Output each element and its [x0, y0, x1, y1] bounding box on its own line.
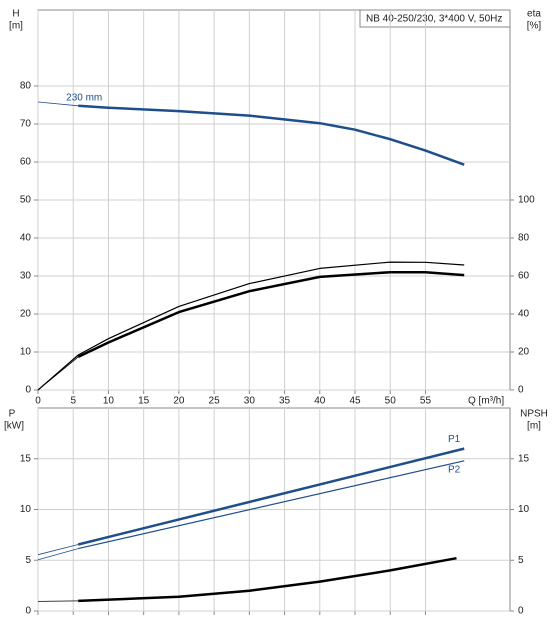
x-tick-label: 40 [314, 396, 326, 407]
curve-extension [37, 548, 79, 561]
x-tick-label: 20 [173, 396, 185, 407]
curve-extension [37, 101, 79, 107]
y2-tick-label: 60 [518, 271, 530, 282]
x-tick-label: 10 [103, 396, 115, 407]
curve [78, 460, 465, 550]
x-tick-label: 55 [420, 396, 432, 407]
curve-extension [37, 356, 79, 391]
y-tick-label: 0 [25, 385, 31, 396]
y-tick-label: 0 [25, 606, 31, 617]
y-tick-label: 80 [20, 81, 32, 92]
x-tick-label: 30 [244, 396, 256, 407]
curve-label: P1 [448, 434, 461, 445]
x-tick-label: 0 [35, 396, 41, 407]
curve [37, 261, 465, 391]
y-tick-label: 60 [20, 157, 32, 168]
y-axis-label: P [9, 409, 16, 420]
x-tick-label: 35 [279, 396, 291, 407]
x-tick-label: 50 [385, 396, 397, 407]
y2-axis-unit: [m] [527, 421, 541, 432]
y-tick-label: 30 [20, 271, 32, 282]
y-tick-label: 70 [20, 119, 32, 130]
x-tick-label: 25 [209, 396, 221, 407]
y2-tick-label: 80 [518, 233, 530, 244]
x-tick-label: 5 [70, 396, 76, 407]
y2-tick-label: 5 [518, 555, 524, 566]
y-tick-label: 40 [20, 233, 32, 244]
y-tick-label: 10 [20, 347, 32, 358]
y-tick-label: 20 [20, 309, 32, 320]
y2-tick-label: 0 [518, 385, 524, 396]
y2-axis-label: eta [527, 9, 541, 20]
y-tick-label: 10 [20, 504, 32, 515]
y-axis-unit: [m] [9, 21, 23, 32]
y2-axis-label: NPSH [520, 409, 548, 420]
chart-title: NB 40-250/230, 3*400 V, 50Hz [366, 14, 502, 25]
x-tick-label: 15 [138, 396, 150, 407]
curve [77, 270, 465, 359]
curve-extension [37, 544, 79, 556]
curve [78, 556, 457, 603]
y-axis-label: H [12, 9, 19, 20]
y2-axis-unit: [%] [527, 21, 542, 32]
y2-tick-label: 0 [518, 606, 524, 617]
y2-tick-label: 15 [518, 453, 530, 464]
title-box [359, 9, 511, 28]
x-axis-label: Q [m³/h] [468, 396, 504, 407]
y2-tick-label: 100 [518, 195, 535, 206]
curve-label: P2 [448, 464, 461, 475]
y-tick-label: 50 [20, 195, 32, 206]
curve-label: 230 mm [66, 92, 102, 103]
curve-extension [37, 600, 79, 602]
y-axis-unit: [kW] [4, 421, 24, 432]
y2-tick-label: 40 [518, 309, 530, 320]
y-tick-label: 15 [20, 453, 32, 464]
y2-tick-label: 20 [518, 347, 530, 358]
y2-tick-label: 10 [518, 504, 530, 515]
curve [78, 104, 465, 166]
x-tick-label: 45 [349, 396, 361, 407]
curve [77, 447, 465, 546]
y-tick-label: 5 [25, 555, 31, 566]
